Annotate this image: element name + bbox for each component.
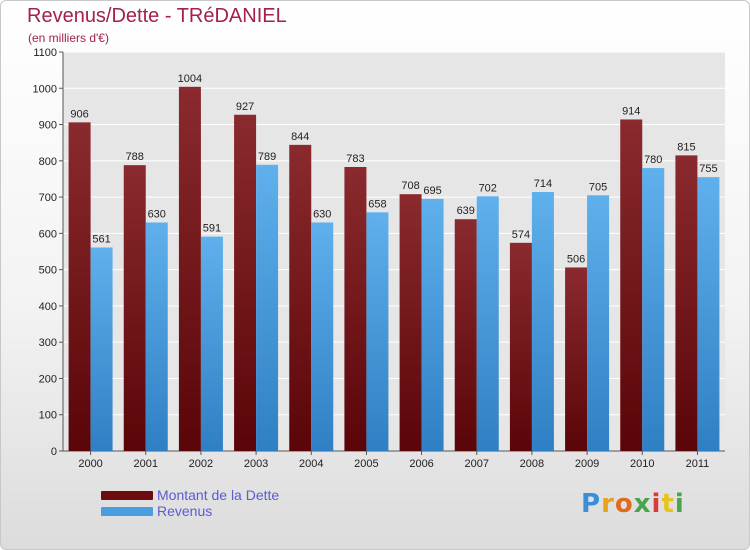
data-label-revenus: 780 [644,154,662,166]
x-tick-label: 2010 [630,458,654,470]
y-tick-label: 500 [39,265,57,277]
logo-letter: i [674,489,685,519]
y-tick-label: 0 [51,446,57,458]
bar-revenus [366,212,389,451]
y-tick-label: 400 [39,301,57,313]
logo-letter: r [601,489,615,519]
data-label-dette: 506 [567,253,585,265]
bar-revenus [531,192,554,451]
bar-dette [454,219,477,451]
bar-revenus [642,168,665,451]
logo-letter: P [581,489,602,519]
data-label-dette: 708 [401,180,419,192]
bar-revenus [256,164,279,452]
y-tick-label: 800 [39,156,57,168]
bar-dette [565,267,588,451]
legend-swatch-dette [101,491,153,500]
bar-dette [344,166,367,451]
data-label-revenus: 702 [479,182,497,194]
data-label-dette: 906 [70,108,88,120]
bar-revenus [200,236,223,451]
data-label-revenus: 714 [534,178,552,190]
data-label-revenus: 561 [92,234,110,246]
x-tick-label: 2007 [465,458,489,470]
bar-dette [675,155,698,452]
x-tick-label: 2011 [686,458,710,470]
legend-swatch-revenus [101,507,153,516]
data-label-revenus: 591 [203,223,221,235]
y-tick-label: 1000 [33,83,57,95]
bar-revenus [476,196,499,451]
bar-revenus [697,177,720,451]
y-tick-label: 700 [39,192,57,204]
bar-dette [289,144,312,451]
proxiti-logo: Proxiti [581,489,685,519]
bar-dette [68,122,91,452]
data-label-revenus: 695 [423,185,441,197]
x-tick-label: 2001 [134,458,158,470]
x-tick-label: 2006 [409,458,433,470]
y-tick-label: 200 [39,373,57,385]
bar-dette [620,119,643,451]
data-label-dette: 788 [126,151,144,163]
x-tick-label: 2002 [189,458,213,470]
plot-area [63,52,725,451]
data-label-dette: 639 [457,205,475,217]
bar-revenus [145,222,168,451]
data-label-dette: 783 [346,153,364,165]
logo-letter: i [651,489,662,519]
y-tick-label: 100 [39,410,57,422]
data-label-revenus: 705 [589,181,607,193]
logo-letter: o [614,489,634,519]
data-label-revenus: 658 [368,198,386,210]
x-tick-label: 2008 [520,458,544,470]
data-label-revenus: 789 [258,151,276,163]
legend-label-dette: Montant de la Dette [157,487,280,503]
y-tick-label: 300 [39,337,57,349]
logo-letter: x [633,489,652,519]
x-tick-label: 2005 [354,458,378,470]
y-tick-label: 900 [39,120,57,132]
x-tick-label: 2004 [299,458,323,470]
bar-revenus [587,195,610,451]
x-tick-label: 2003 [244,458,268,470]
y-tick-label: 1100 [33,47,57,59]
data-label-dette: 815 [677,141,695,153]
bar-dette [234,114,257,451]
bar-dette [123,165,146,452]
data-label-revenus: 630 [148,208,166,220]
bar-dette [509,242,532,451]
data-label-dette: 1004 [178,73,202,85]
chart-title: Revenus/Dette - TRéDANIEL [27,5,287,27]
data-label-dette: 844 [291,131,309,143]
bar-revenus [90,247,113,451]
legend-label-revenus: Revenus [157,503,213,519]
bar-revenus [311,222,334,451]
data-label-dette: 914 [622,105,640,117]
data-label-revenus: 630 [313,208,331,220]
x-tick-label: 2000 [78,458,102,470]
logo-letter: t [661,489,675,519]
x-tick-label: 2009 [575,458,599,470]
data-label-dette: 927 [236,101,254,113]
data-label-revenus: 755 [699,163,717,175]
bar-revenus [421,198,444,451]
bar-dette [399,194,422,451]
bar-dette [178,86,201,452]
data-label-dette: 574 [512,229,530,241]
y-tick-label: 600 [39,228,57,240]
chart-subtitle: (en milliers d'€) [28,31,109,45]
